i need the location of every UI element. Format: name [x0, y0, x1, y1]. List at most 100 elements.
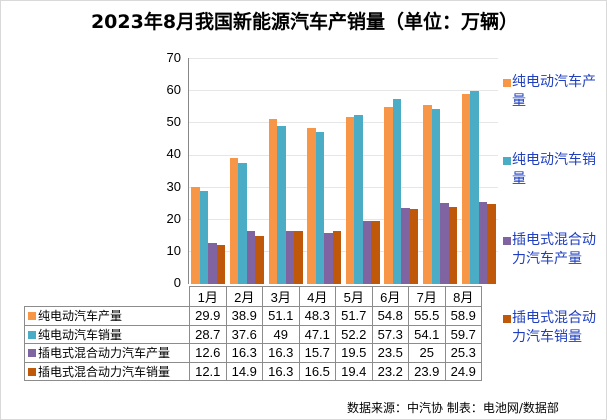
gridline: [189, 122, 498, 123]
table-cell: 59.7: [444, 324, 482, 344]
bar: [208, 243, 217, 284]
table-cell: 23.9: [408, 361, 446, 381]
bar: [216, 244, 226, 284]
gridline: [189, 155, 498, 156]
gridline: [189, 219, 498, 220]
table-cell: 55.5: [408, 306, 446, 326]
y-axis-line: [188, 58, 189, 284]
row-header: 插电式混合动力汽车产量: [24, 343, 190, 363]
table-cell: 54.1: [408, 324, 446, 344]
month-header: 5月: [335, 286, 373, 307]
chart-title: 2023年8月我国新能源汽车产销量（单位：万辆）: [90, 11, 519, 33]
gridline: [189, 251, 498, 252]
table-cell: 12.1: [189, 361, 227, 381]
row-label: 纯电动汽车产量: [38, 309, 123, 324]
table-row: 纯电动汽车销量 28.7 37.6 49 47.1 52.2 57.3 54.1…: [24, 324, 482, 344]
bar: [268, 119, 278, 284]
bar: [470, 91, 479, 284]
bar: [238, 162, 247, 284]
bar: [345, 117, 355, 284]
table-cell: 38.9: [225, 306, 263, 326]
y-tick-50: 50: [166, 114, 181, 129]
bar: [307, 128, 316, 284]
legend-label-line2: 量: [512, 171, 526, 187]
bar: [362, 221, 372, 284]
table-cell: 16.3: [262, 361, 300, 381]
legend-item-phev-sales: 插电式混合动 力汽车销量: [501, 309, 607, 347]
table-row: 插电式混合动力汽车产量 12.6 16.3 16.3 15.7 19.5 23.…: [24, 343, 482, 363]
gridline: [189, 187, 498, 188]
table-cell: 19.4: [335, 361, 373, 381]
source-note: 数据来源：中汽协 制表：电池网/数据部: [347, 401, 559, 415]
table-cell: 14.9: [225, 361, 263, 381]
legend-item-bev-sales: 纯电动汽车销 量: [501, 151, 607, 189]
table-cell: 25: [408, 343, 446, 363]
table-cell: 12.6: [189, 343, 227, 363]
table-corner: [24, 286, 190, 307]
legend-swatch-icon: [28, 330, 36, 339]
row-label: 纯电动汽车销量: [38, 327, 123, 342]
bar: [401, 208, 410, 284]
row-header: 插电式混合动力汽车销量: [24, 361, 190, 381]
month-header: 1月: [189, 286, 227, 307]
bar: [277, 125, 286, 284]
table-cell: 48.3: [298, 306, 336, 326]
bar: [409, 209, 419, 284]
bar: [440, 203, 449, 284]
bar: [423, 104, 432, 284]
table-cell: 29.9: [189, 306, 227, 326]
table-cell: 51.7: [335, 306, 373, 326]
table-cell: 19.5: [335, 343, 373, 363]
month-header: 7月: [408, 286, 446, 307]
y-tick-20: 20: [166, 211, 181, 226]
table-cell: 57.3: [371, 324, 409, 344]
legend-label-line1: 纯电动汽车销: [512, 152, 596, 168]
bar: [324, 233, 333, 284]
row-label: 插电式混合动力汽车产量: [38, 346, 171, 361]
table-cell: 47.1: [298, 324, 336, 344]
table-cell: 24.9: [444, 361, 482, 381]
bar: [371, 221, 380, 284]
bar: [392, 99, 402, 284]
bar: [384, 107, 393, 284]
legend-item-phev-production: 插电式混合动 力汽车产量: [501, 231, 607, 269]
row-header: 纯电动汽车产量: [24, 306, 190, 326]
legend-swatch-icon: [28, 312, 36, 321]
bar: [461, 93, 471, 284]
month-header: 6月: [371, 286, 409, 307]
table-cell: 25.3: [444, 343, 482, 363]
legend-swatch-icon: [503, 315, 511, 323]
bar: [315, 131, 325, 284]
legend-swatch-icon: [28, 349, 36, 358]
table-cell: 52.2: [335, 324, 373, 344]
table-cell: 28.7: [189, 324, 227, 344]
bar: [255, 235, 264, 284]
legend-label-line2: 力汽车销量: [512, 329, 582, 345]
table-cell: 51.1: [262, 306, 300, 326]
y-tick-60: 60: [166, 82, 181, 97]
legend-label-line2: 力汽车产量: [512, 251, 582, 267]
bar: [229, 158, 239, 284]
y-tick-0: 0: [173, 275, 181, 290]
bar: [354, 115, 363, 284]
legend-label-line1: 纯电动汽车产: [512, 74, 596, 90]
bar: [478, 202, 488, 284]
y-tick-70: 70: [166, 50, 181, 65]
bar: [448, 206, 458, 284]
table-header-row: 1月 2月 3月 4月 5月 6月 7月 8月: [24, 286, 482, 307]
y-tick-40: 40: [166, 146, 181, 161]
table-row: 纯电动汽车产量 29.9 38.9 51.1 48.3 51.7 54.8 55…: [24, 306, 482, 326]
y-tick-30: 30: [166, 179, 181, 194]
month-header: 3月: [262, 286, 300, 307]
bar: [191, 187, 200, 284]
gridline: [189, 90, 498, 91]
legend-swatch-icon: [28, 367, 36, 376]
table-cell: 15.7: [298, 343, 336, 363]
table-cell: 23.5: [371, 343, 409, 363]
legend-swatch-icon: [503, 157, 511, 165]
month-header: 4月: [298, 286, 336, 307]
table-cell: 16.3: [262, 343, 300, 363]
data-table: 1月 2月 3月 4月 5月 6月 7月 8月 纯电动汽车产量 29.9 38.…: [24, 286, 482, 381]
legend-label-line2: 量: [512, 93, 526, 109]
